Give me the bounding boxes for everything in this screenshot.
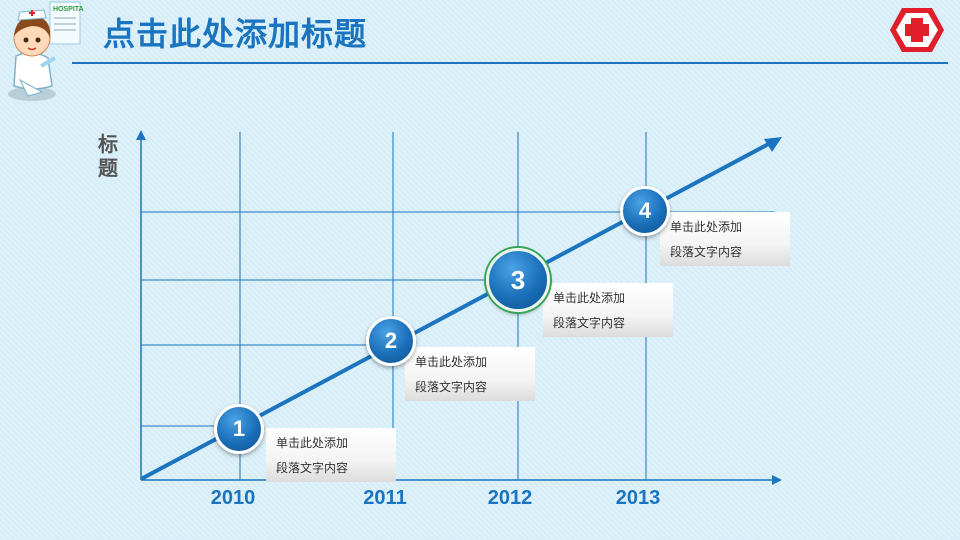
step-1-note: 单击此处添加 段落文字内容	[266, 428, 396, 482]
step-3-note: 单击此处添加 段落文字内容	[543, 283, 673, 337]
step-2-note-line2: 段落文字内容	[415, 380, 488, 394]
x-tick-label-2010: 2010	[210, 487, 256, 509]
step-3-note-line1: 单击此处添加	[553, 291, 626, 305]
step-2-note-line1: 单击此处添加	[415, 355, 488, 369]
red-cross-icon	[890, 8, 944, 52]
step-4-note-line2: 段落文字内容	[670, 245, 743, 259]
step-4-marker: 4	[620, 186, 670, 236]
x-tick-label-2013: 2013	[615, 487, 661, 509]
step-3-note-line2: 段落文字内容	[553, 316, 626, 330]
x-tick-label-2011: 2011	[363, 487, 407, 509]
svg-text:HOSPITAL: HOSPITAL	[53, 6, 84, 13]
nurse-mascot-icon: HOSPITAL	[8, 1, 84, 101]
step-1-note-line1: 单击此处添加	[276, 436, 349, 450]
step-2-marker: 2	[366, 316, 416, 366]
step-1-note-line2: 段落文字内容	[276, 461, 349, 475]
x-tick-label-2012: 2012	[487, 487, 533, 509]
step-1-marker: 1	[214, 404, 264, 454]
step-2-note: 单击此处添加 段落文字内容	[405, 347, 535, 401]
step-4-note-line1: 单击此处添加	[670, 220, 743, 234]
growth-arrow-head	[764, 137, 782, 152]
y-axis-label: 标题	[98, 132, 118, 180]
page-title: 点击此处添加标题	[103, 15, 368, 53]
title-divider	[72, 62, 948, 64]
step-3-marker: 3	[486, 248, 550, 312]
step-4-note: 单击此处添加 段落文字内容	[660, 212, 790, 266]
